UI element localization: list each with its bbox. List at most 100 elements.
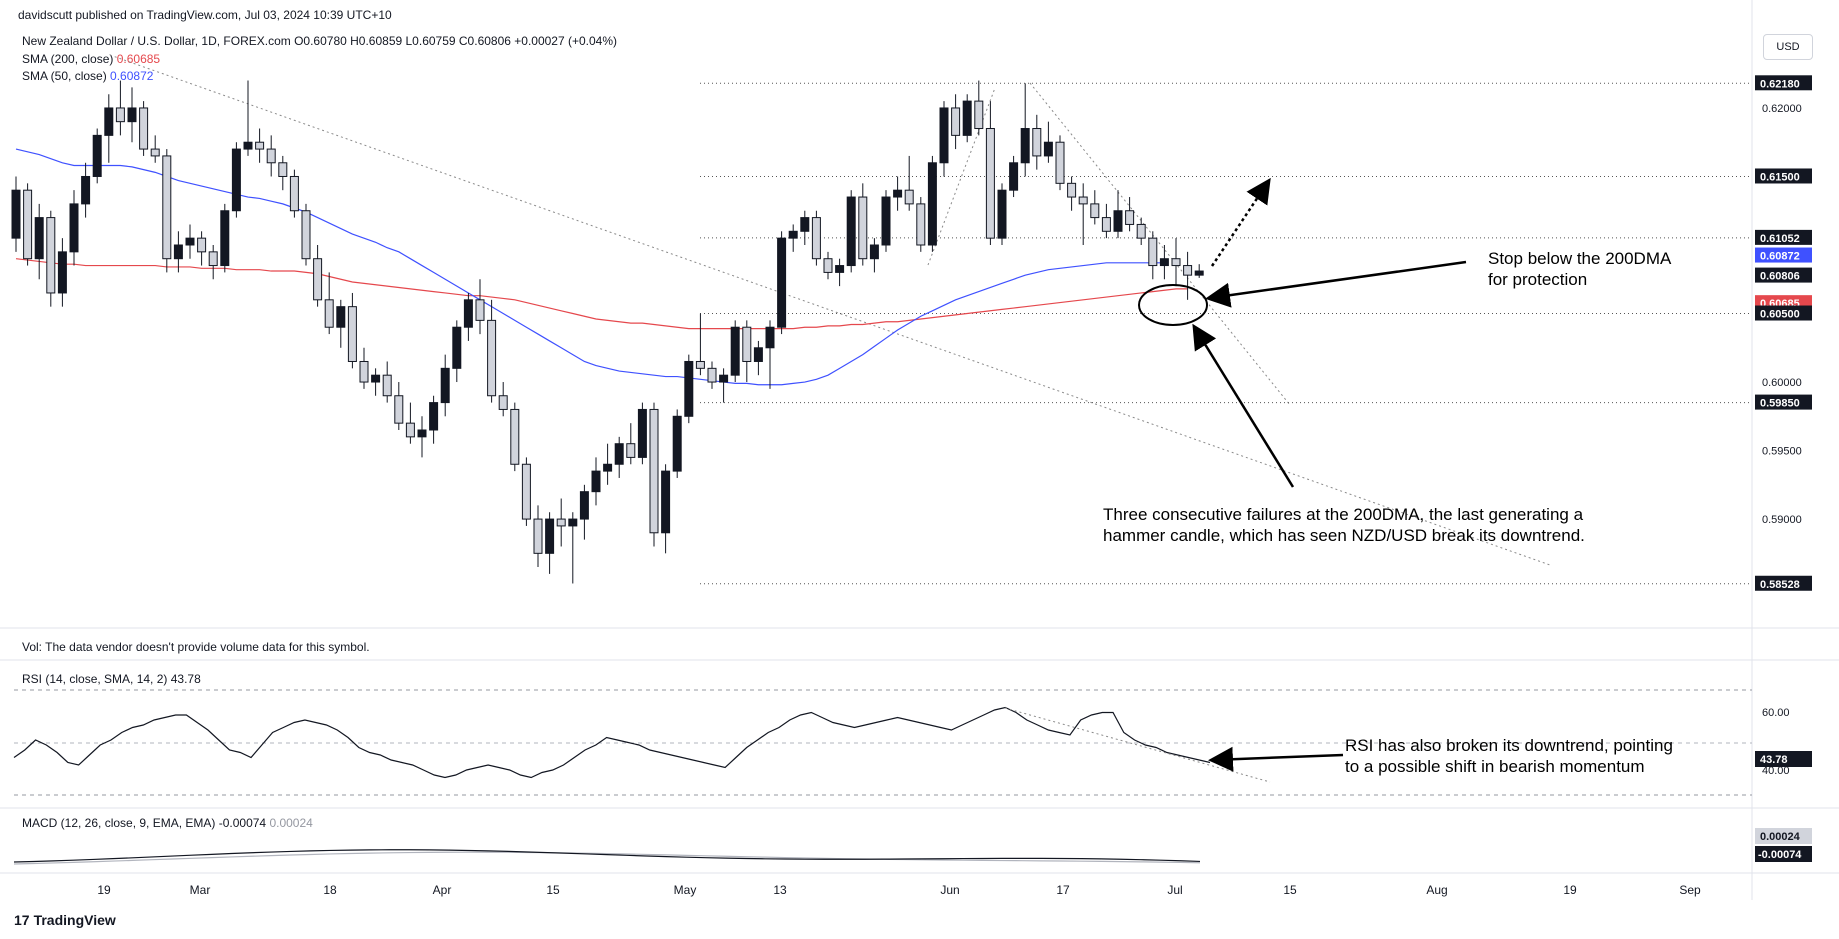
candle-body-48 (568, 518, 578, 527)
rsi-legend: RSI (14, close, SMA, 14, 2) 43.78 (22, 672, 201, 686)
brand[interactable]: 17 TradingView (14, 912, 116, 928)
candle-body-88 (1032, 128, 1042, 157)
price-tick-3: 0.59000 (1762, 514, 1802, 526)
candle-body-99 (1159, 258, 1169, 267)
candle-body-65 (765, 326, 775, 349)
sma50-label: SMA (50, close) (22, 69, 107, 83)
stop-annotation: Stop below the 200DMA for protection (1488, 248, 1671, 290)
candle-body-41 (487, 319, 497, 397)
rsi-legend-value: 43.78 (170, 672, 201, 686)
candle-body-29 (347, 306, 357, 362)
candle-body-17 (208, 251, 218, 267)
hammer-arrow (1192, 323, 1295, 488)
candle-body-82 (962, 100, 972, 136)
candle-body-21 (255, 141, 265, 150)
time-tick-6: 13 (773, 883, 787, 897)
candle-body-80 (939, 107, 949, 164)
candle-body-15 (185, 237, 195, 246)
time-tick-8: 17 (1056, 883, 1070, 897)
rsi-label: RSI (14, close, SMA, 14, 2) (22, 672, 168, 686)
candle-body-22 (266, 148, 276, 164)
macd-value-tag-text: -0.00074 (1758, 849, 1802, 861)
price-tag-4 (1755, 267, 1812, 283)
candle-body-36 (429, 402, 439, 431)
candle-body-25 (301, 210, 311, 260)
candle-body-75 (881, 196, 891, 246)
price-tag-1 (1755, 168, 1812, 184)
volume-note: Vol: The data vendor doesn't provide vol… (22, 640, 370, 654)
candle-body-73 (858, 196, 868, 260)
candle-body-90 (1055, 141, 1065, 184)
sma200-value: 0.60685 (116, 52, 161, 66)
candle-body-51 (603, 463, 613, 472)
candle-body-18 (220, 210, 230, 267)
candle-body-67 (788, 230, 798, 239)
candle-body-96 (1125, 210, 1135, 225)
candle-body-102 (1194, 270, 1204, 276)
candle-body-28 (336, 306, 346, 328)
rsi-value-tag (1755, 751, 1812, 767)
candle-body-34 (405, 422, 415, 438)
rsi-downtrend-line (1004, 707, 1271, 783)
candle-body-40 (475, 299, 485, 321)
candle-body-100 (1171, 258, 1181, 267)
price-tick-1: 0.60000 (1762, 377, 1802, 389)
price-tag-7 (1755, 394, 1812, 410)
rsi-tick-60: 60.00 (1762, 707, 1790, 719)
candle-body-93 (1090, 203, 1100, 219)
failures-annotation-line-1: Three consecutive failures at the 200DMA… (1103, 505, 1584, 524)
candle-body-95 (1113, 210, 1123, 232)
candle-body-70 (823, 258, 833, 273)
price-tag-3 (1755, 247, 1812, 263)
currency-button[interactable]: USD (1763, 34, 1813, 60)
candle-body-6 (81, 175, 91, 205)
candle-body-1 (23, 189, 33, 260)
candle-body-14 (173, 244, 183, 260)
candle-body-84 (985, 128, 995, 239)
candle-body-31 (371, 374, 381, 383)
macd-label: MACD (12, 26, close, 9, EMA, EMA) (22, 816, 216, 830)
price-tag-text-2: 0.61052 (1760, 233, 1800, 245)
candle-body-68 (800, 217, 810, 232)
symbol-legend: New Zealand Dollar / U.S. Dollar, 1D, FO… (22, 34, 618, 48)
rally-line[interactable] (927, 87, 996, 266)
candle-body-19 (231, 148, 241, 212)
stop-arrow (1205, 260, 1467, 308)
time-tick-10: 15 (1283, 883, 1297, 897)
candle-body-62 (730, 326, 740, 376)
candle-body-89 (1043, 141, 1053, 157)
sma200-legend: SMA (200, close) 0.60685 (22, 52, 160, 66)
candle-body-24 (289, 175, 299, 212)
projection-arrow (1210, 177, 1271, 267)
candle-body-69 (811, 217, 821, 260)
candle-body-60 (707, 367, 717, 383)
price-tag-0 (1755, 75, 1812, 91)
sma200-path (15, 258, 1188, 330)
time-tick-1: Mar (190, 883, 211, 897)
candle-body-56 (661, 470, 671, 534)
price-tag-text-3: 0.60872 (1760, 251, 1800, 263)
candle-body-79 (927, 162, 937, 246)
candle-body-101 (1183, 265, 1193, 276)
price-tick-0: 0.62000 (1762, 103, 1802, 115)
candle-body-44 (521, 463, 531, 520)
rsi-annotation-line-1: RSI has also broken its downtrend, point… (1345, 736, 1673, 755)
candle-body-86 (1009, 162, 1019, 191)
macd-signal-line (13, 851, 1201, 865)
candle-body-55 (649, 408, 659, 534)
price-tag-8 (1755, 575, 1812, 591)
time-tick-0: 19 (97, 883, 111, 897)
candle-body-94 (1101, 217, 1111, 232)
candle-body-26 (313, 258, 323, 301)
candle-body-97 (1136, 223, 1146, 239)
rsi-arrow (1208, 746, 1344, 772)
short-downtrend-line[interactable] (1029, 82, 1291, 406)
stop-annotation-line-1: Stop below the 200DMA (1488, 249, 1672, 268)
candle-body-38 (452, 326, 462, 369)
brand-label: TradingView (33, 912, 116, 928)
stop-annotation-line-2: for protection (1488, 270, 1588, 289)
failures-annotation: Three consecutive failures at the 200DMA… (1103, 504, 1585, 546)
candle-body-74 (869, 244, 879, 260)
candle-body-23 (278, 162, 288, 177)
